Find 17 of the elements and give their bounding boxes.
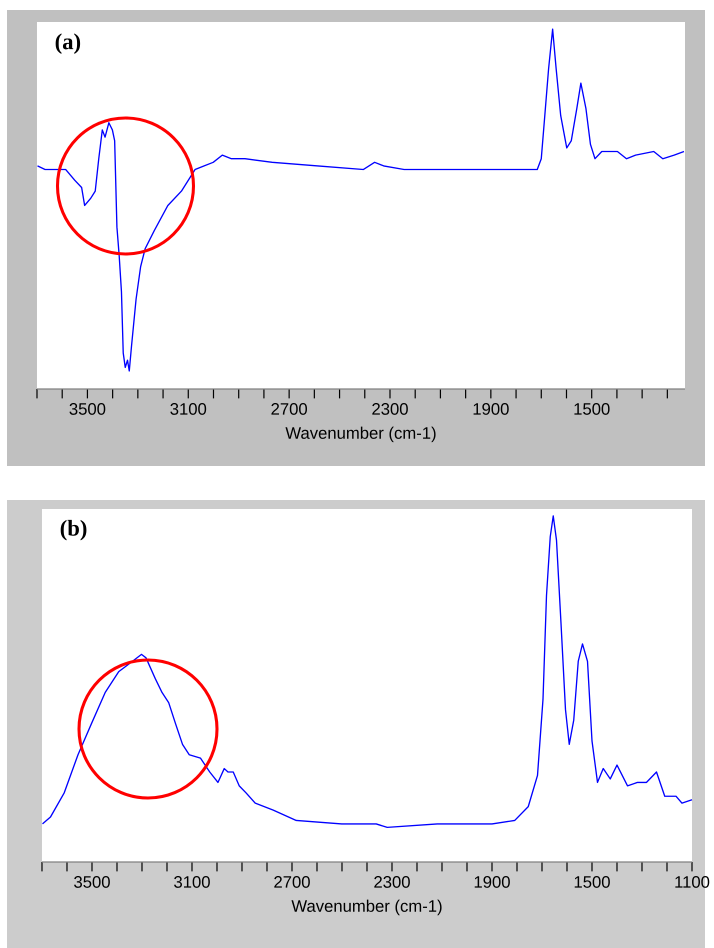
x-tick-label: 3100 xyxy=(170,403,206,415)
x-tick-label: 3100 xyxy=(174,876,210,888)
x-tick-label: 2700 xyxy=(274,876,310,888)
x-tick-label: 2300 xyxy=(374,876,410,888)
x-tick-label: 1100 xyxy=(675,876,710,888)
chart-title: (b) xyxy=(60,520,86,540)
x-tick-label: 2700 xyxy=(271,403,307,415)
x-tick-label: 1500 xyxy=(574,876,610,888)
x-tick-label: 2300 xyxy=(372,403,408,415)
x-axis-title: Wavenumber (cm-1) xyxy=(285,426,436,442)
x-tick-label: 3500 xyxy=(69,403,106,415)
chart-title: (a) xyxy=(55,33,80,54)
x-tick-label: 1900 xyxy=(473,403,509,415)
x-tick-label: 3500 xyxy=(74,876,110,888)
x-axis-title: Wavenumber (cm-1) xyxy=(291,900,442,916)
x-tick-label: 1900 xyxy=(474,876,510,888)
x-tick-label: 1500 xyxy=(574,403,610,415)
